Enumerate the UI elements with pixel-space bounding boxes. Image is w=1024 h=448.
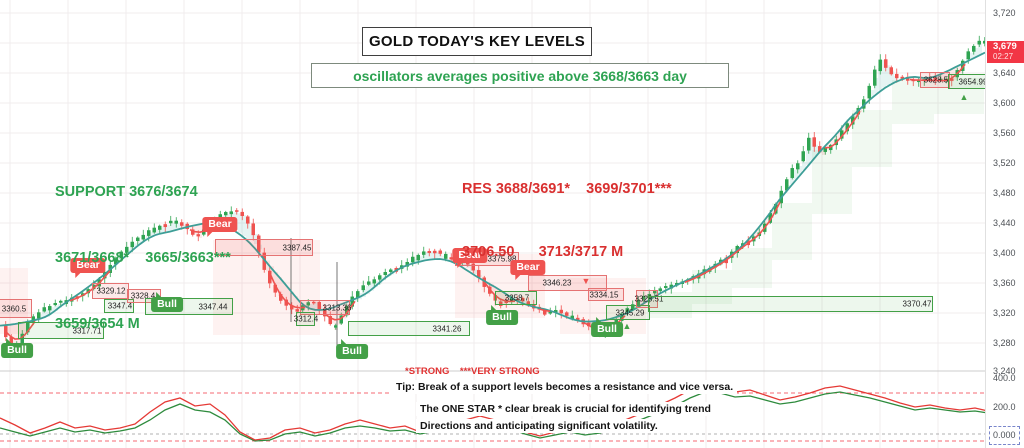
price-tick: 3,600 [993, 98, 1016, 108]
zone-price-label: 3654.99 [958, 77, 988, 86]
price-tick: 200.0 [993, 402, 1016, 412]
bear-signal-badge: Bear [510, 260, 546, 280]
note-line-2: The ONE STAR * clear break is crucial fo… [416, 402, 715, 416]
price-tick: 3,440 [993, 218, 1016, 228]
zone-price-label: 3375.98 [487, 254, 517, 264]
zone-price-label: 3317.71 [72, 326, 102, 335]
zone-price-label: 3341.26 [432, 324, 462, 333]
bull-signal-badge: Bull [486, 305, 518, 325]
demand-zone-box: 3347.4 [104, 299, 134, 313]
zone-price-label: 3334.15 [589, 290, 619, 299]
support-line-2: 3671/3668* 3665/3663*** [55, 250, 231, 266]
zone-price-label: 3347.4 [107, 301, 133, 311]
demand-zone-box: 3317.71 [18, 322, 104, 339]
bar-countdown: 02:27 [993, 52, 1014, 61]
down-arrow-marker: ▼ [581, 276, 591, 286]
bull-signal-badge: Bull [1, 338, 33, 358]
zone-price-label: 3370.47 [902, 299, 932, 309]
supply-zone-box: 3328.51 [635, 290, 663, 308]
up-arrow-marker: ▲ [622, 321, 632, 331]
demand-zone-box: 3654.99 [948, 74, 990, 89]
up-arrow-marker: ▲ [959, 92, 969, 102]
resistance-line-1: RES 3688/3691* 3699/3701*** [462, 181, 672, 197]
support-line-3: 3659/3654 M [55, 316, 140, 332]
bear-signal-badge: Bear [452, 248, 488, 268]
zone-price-label: 3329.12 [96, 286, 126, 296]
supply-zone-box: 3387.45 [215, 239, 313, 256]
price-tick: 3,720 [993, 8, 1016, 18]
zone-price-label: 3328.51 [634, 294, 664, 304]
zone-price-label: 3347.44 [198, 302, 228, 311]
resistance-levels-text: RES 3688/3691* 3699/3701*** 3706.50 3713… [462, 137, 672, 305]
demand-zone-box: 3345.29 [606, 305, 650, 320]
price-tick: 3,560 [993, 128, 1016, 138]
subtitle-text: oscillators averages positive above 3668… [353, 67, 687, 84]
zone-price-label: 3628.5 [923, 75, 949, 85]
zone-price-label: 3312.4 [293, 314, 319, 324]
note-line-3: Directions and anticipating significant … [416, 419, 662, 433]
support-levels-text: SUPPORT 3676/3674 3671/3668* 3665/3663**… [55, 137, 231, 379]
demand-zone-box: 3370.47 [648, 296, 933, 312]
demand-zone-box: 3358.7 [495, 291, 537, 305]
price-tick: 3,240 [993, 366, 1016, 376]
price-tick: 3,320 [993, 308, 1016, 318]
price-tick: 3,520 [993, 158, 1016, 168]
price-tick: 3,280 [993, 338, 1016, 348]
zone-price-label: 3346.23 [542, 278, 572, 288]
demand-zone-box: 3312.4 [293, 312, 319, 326]
supply-zone-box: 3334.15 [588, 288, 624, 301]
price-tick: 3,480 [993, 188, 1016, 198]
zone-price-label: 3360.5 [1, 304, 27, 313]
zone-price-label: 3328.4 [130, 291, 156, 301]
supply-zone-box: 3346.23 [528, 275, 607, 291]
price-tick: 3,360 [993, 278, 1016, 288]
bear-signal-badge: Bear [70, 258, 106, 278]
supply-zone-box: 3313.36 [300, 300, 352, 315]
resistance-line-2: 3706.50 3713/3717 M [462, 244, 624, 260]
bull-signal-badge: Bull [336, 339, 368, 359]
price-tick: 3,640 [993, 68, 1016, 78]
price-tick: 3,400 [993, 248, 1016, 258]
supply-zone-box: 3628.5 [920, 72, 950, 88]
zone-price-label: 3313.36 [322, 303, 352, 312]
bear-signal-badge: Bear [202, 217, 238, 237]
page-title: GOLD TODAY'S KEY LEVELS [368, 33, 586, 50]
supply-zone-box: 3329.12 [92, 283, 129, 299]
zone-price-label: 3387.45 [282, 243, 312, 252]
last-price-badge: 3,679 02:27 [987, 41, 1024, 63]
price-tick: 400.0 [993, 373, 1016, 383]
demand-zone-box: 3341.26 [348, 321, 470, 336]
subtitle-banner: oscillators averages positive above 3668… [311, 63, 729, 88]
price-tick: 0.000 [993, 430, 1016, 440]
bull-signal-badge: Bull [591, 317, 623, 337]
bull-signal-badge: Bull [151, 292, 183, 312]
title-banner: GOLD TODAY'S KEY LEVELS [362, 27, 592, 56]
price-axis[interactable]: 3,679 02:27 3,720 3,640 3,600 3,560 3,520 3,4… [985, 0, 1024, 448]
oscillator-axis-highlight-box [989, 426, 1020, 445]
supply-zone-box: 3360.5 [0, 299, 32, 318]
tip-note: Tip: Break of a support levels becomes a… [392, 380, 738, 394]
last-price-value: 3,679 [993, 41, 1017, 52]
zone-price-label: 3358.7 [504, 293, 530, 303]
zone-price-label: 3345.29 [615, 308, 645, 317]
strong-legend: *STRONG ***VERY STRONG [405, 366, 540, 377]
support-line-1: SUPPORT 3676/3674 [55, 184, 198, 200]
